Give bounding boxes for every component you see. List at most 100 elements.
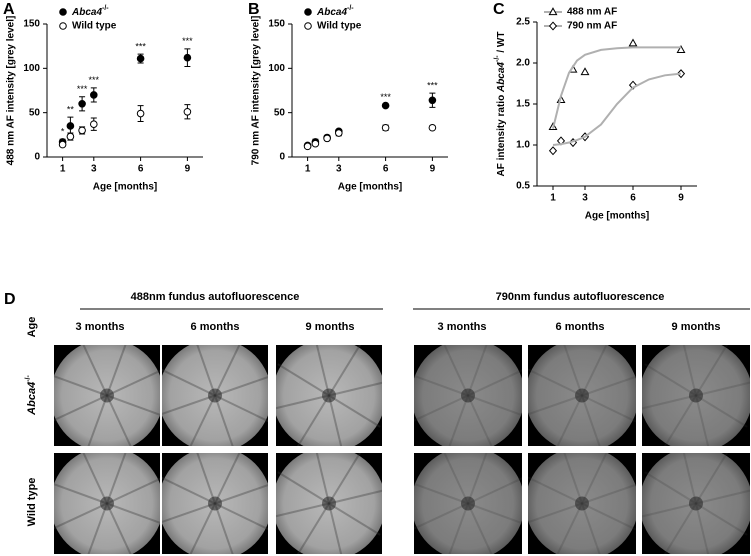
column-header: 6 months bbox=[191, 321, 240, 333]
y-axis-label: AF intensity ratio Abca4-/- / WT bbox=[494, 32, 506, 177]
vessel bbox=[328, 381, 382, 397]
vessel bbox=[682, 453, 697, 504]
vessel bbox=[414, 482, 469, 505]
legend-label: Abca4-/- bbox=[71, 5, 109, 17]
vessel bbox=[106, 345, 127, 396]
vessel bbox=[644, 363, 697, 397]
vessel bbox=[682, 345, 697, 396]
optic-disc bbox=[689, 388, 703, 403]
marker bbox=[335, 129, 343, 137]
vessel bbox=[87, 395, 108, 446]
vessel bbox=[106, 394, 160, 416]
x-axis-label: Age [months] bbox=[585, 211, 649, 222]
vessel bbox=[54, 502, 108, 530]
column-header: 3 months bbox=[438, 321, 487, 333]
x-tick-label: 1 bbox=[550, 193, 556, 204]
optic-disc bbox=[322, 388, 336, 403]
legend-label: Wild type bbox=[72, 21, 117, 32]
text-part: Abca4 bbox=[496, 62, 507, 93]
x-axis-label: Age [months] bbox=[338, 182, 402, 193]
marker bbox=[628, 38, 638, 47]
legend-marker bbox=[304, 22, 312, 30]
x-tick-label: 3 bbox=[91, 164, 97, 175]
vessel bbox=[87, 503, 108, 554]
vessel bbox=[214, 453, 241, 504]
legend-marker bbox=[304, 8, 312, 16]
vessel bbox=[276, 502, 330, 518]
vessel bbox=[106, 502, 160, 524]
vessel bbox=[581, 503, 601, 554]
x-tick-label: 3 bbox=[336, 164, 342, 175]
column-header: 9 months bbox=[306, 321, 355, 333]
fundus-image bbox=[642, 453, 750, 554]
row-label: Wild type bbox=[26, 478, 38, 527]
vessel bbox=[106, 477, 160, 505]
vessel bbox=[162, 476, 216, 505]
marker bbox=[303, 142, 312, 151]
optic-disc bbox=[575, 496, 589, 511]
vessel bbox=[54, 375, 108, 397]
vessel bbox=[106, 503, 132, 554]
vessel bbox=[695, 502, 748, 536]
vessel bbox=[663, 394, 697, 446]
vessel bbox=[448, 395, 469, 446]
significance-label: *** bbox=[380, 92, 391, 102]
marker bbox=[323, 134, 331, 143]
y-tick-label: 1.0 bbox=[516, 140, 530, 151]
x-tick-label: 9 bbox=[678, 193, 684, 204]
vessel bbox=[315, 345, 330, 396]
group-title: 488nm fundus autofluorescence bbox=[131, 291, 300, 303]
vessel bbox=[328, 395, 343, 446]
marker bbox=[136, 109, 145, 118]
vessel bbox=[695, 394, 748, 428]
significance-label: *** bbox=[427, 81, 438, 91]
vessel bbox=[467, 394, 522, 417]
vessel bbox=[214, 503, 234, 554]
marker bbox=[428, 123, 437, 132]
vessel bbox=[276, 394, 330, 410]
y-tick-label: 1.5 bbox=[516, 99, 530, 110]
vessel bbox=[328, 453, 362, 505]
significance-label: *** bbox=[89, 75, 100, 85]
fundus-image bbox=[54, 345, 160, 446]
marker bbox=[90, 91, 98, 99]
x-tick-label: 6 bbox=[630, 193, 636, 204]
vessel bbox=[189, 503, 216, 554]
vessel bbox=[106, 395, 132, 446]
vessel bbox=[467, 453, 488, 504]
marker bbox=[381, 101, 390, 110]
legend-marker bbox=[548, 21, 558, 31]
marker bbox=[428, 96, 437, 105]
vessel bbox=[467, 345, 488, 396]
text-part: -/- bbox=[102, 5, 109, 12]
vessel bbox=[467, 369, 522, 397]
fundus-image bbox=[414, 345, 522, 446]
y-tick-label: 50 bbox=[274, 107, 286, 118]
vessel bbox=[581, 395, 601, 446]
significance-label: ** bbox=[67, 104, 75, 114]
vessel bbox=[443, 453, 469, 504]
vessel bbox=[328, 503, 343, 554]
vessel bbox=[328, 489, 382, 505]
vessel bbox=[414, 502, 469, 530]
text-part: Abca4 bbox=[71, 7, 102, 18]
marker bbox=[676, 45, 686, 53]
fit-curve bbox=[552, 72, 682, 146]
column-header: 9 months bbox=[672, 321, 721, 333]
marker bbox=[580, 67, 590, 76]
y-axis-label: 488 nm AF intensity [grey level] bbox=[6, 16, 17, 166]
optic-disc bbox=[322, 496, 336, 511]
vessel bbox=[467, 477, 522, 505]
vessel bbox=[528, 394, 583, 416]
optic-disc bbox=[575, 388, 589, 403]
vessel bbox=[196, 345, 216, 396]
optic-disc bbox=[208, 388, 222, 403]
fundus-image bbox=[414, 453, 522, 554]
vessel bbox=[277, 363, 330, 397]
vessel bbox=[296, 502, 330, 554]
vessel bbox=[581, 483, 636, 505]
panel-label: C bbox=[493, 1, 505, 18]
vessel bbox=[695, 381, 750, 397]
vessel bbox=[556, 503, 583, 554]
vessel bbox=[581, 375, 636, 397]
